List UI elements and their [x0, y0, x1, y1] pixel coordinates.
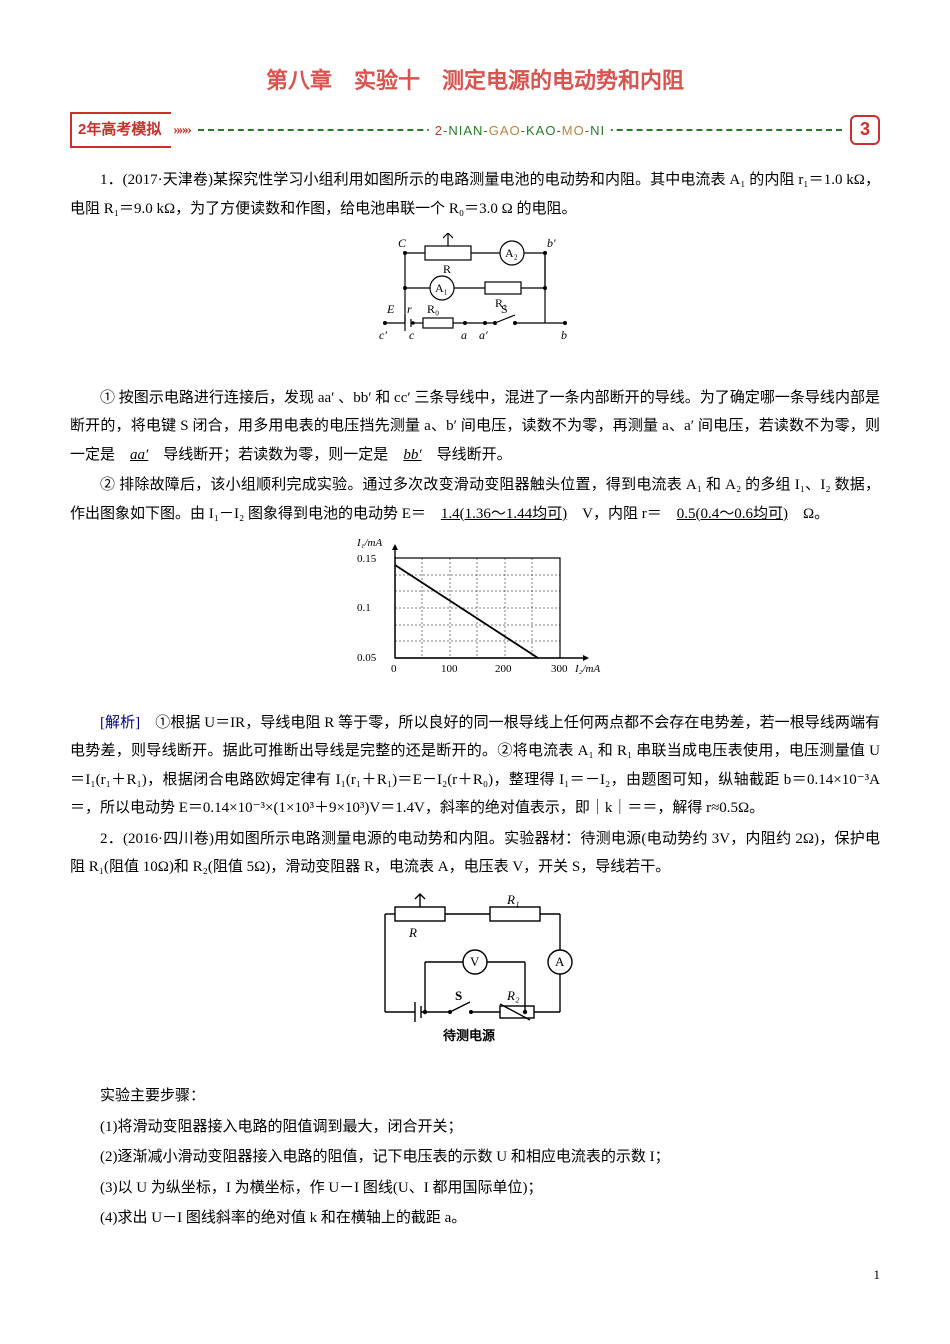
graph-figure: 0.15 0.1 0.05 0 100 200 300 I₁/mA I₂/mA	[70, 538, 880, 699]
circuit-diagram-1: C b′ R A₂ A₁ R₁ E r R₀ S c′ c a a′ b	[70, 233, 880, 374]
svg-text:300: 300	[551, 663, 568, 675]
q2-step-1: (1)将滑动变阻器接入电路的阻值调到最大，闭合开关；	[70, 1113, 880, 1142]
svg-text:I₁/mA: I₁/mA	[356, 538, 382, 549]
svg-text:R₀: R₀	[427, 302, 439, 316]
svg-text:a: a	[461, 328, 467, 342]
svg-text:c: c	[409, 328, 415, 342]
svg-text:S: S	[455, 988, 462, 1003]
q2-step-4: (4)求出 U－I 图线斜率的绝对值 k 和在横轴上的截距 a。	[70, 1204, 880, 1233]
page-number: 1	[70, 1263, 880, 1288]
svg-text:R: R	[408, 925, 417, 940]
svg-text:V: V	[470, 954, 480, 969]
q2-steps-label: 实验主要步骤：	[70, 1082, 880, 1111]
svg-text:0.05: 0.05	[357, 652, 377, 664]
banner-number-badge: 3	[850, 115, 880, 145]
answer-blank-1: aa′	[130, 447, 148, 463]
svg-text:A₁: A₁	[435, 281, 448, 295]
svg-text:0.1: 0.1	[357, 602, 371, 614]
q1-part1: ① 按图示电路进行连接后，发现 aa′ 、bb′ 和 cc′ 三条导线中，混进了…	[70, 384, 880, 470]
q2-step-2: (2)逐渐减小滑动变阻器接入电路的阻值，记下电压表的示数 U 和相应电流表的示数…	[70, 1143, 880, 1172]
solution-label: [解析]	[100, 715, 140, 731]
svg-text:C: C	[398, 236, 407, 250]
svg-text:R₁: R₁	[506, 892, 519, 907]
q1-stem: 1．(2017·天津卷)某探究性学习小组利用如图所示的电路测量电池的电动势和内阻…	[70, 166, 880, 223]
svg-text:0: 0	[391, 663, 397, 675]
svg-text:c′: c′	[379, 328, 387, 342]
svg-text:待测电源: 待测电源	[442, 1028, 495, 1043]
svg-text:R: R	[443, 262, 451, 276]
q2-stem: 2．(2016·四川卷)用如图所示电路测量电源的电动势和内阻。实验器材：待测电源…	[70, 825, 880, 882]
svg-text:b′: b′	[547, 236, 556, 250]
banner-left-label: 2年高考模拟	[70, 112, 171, 149]
svg-text:100: 100	[441, 663, 458, 675]
svg-text:A₂: A₂	[505, 246, 518, 260]
svg-text:S: S	[501, 302, 508, 316]
svg-text:r: r	[407, 302, 412, 316]
chapter-title: 第八章 实验十 测定电源的电动势和内阻	[70, 60, 880, 102]
svg-text:R₂: R₂	[506, 988, 520, 1003]
svg-text:A: A	[555, 954, 565, 969]
circuit-diagram-2: R R₁ A V S R₂ 待测电源	[70, 892, 880, 1073]
svg-text:b: b	[561, 328, 567, 342]
svg-text:0.15: 0.15	[357, 553, 377, 565]
answer-blank-3: 1.4(1.36～1.44均可)	[441, 506, 567, 522]
q1-solution: [解析] ①根据 U＝IR，导线电阻 R 等于零，所以良好的同一根导线上任何两点…	[70, 709, 880, 823]
svg-text:a′: a′	[479, 328, 488, 342]
answer-blank-2: bb′	[403, 447, 421, 463]
q1-part2: ② 排除故障后，该小组顺利完成实验。通过多次改变滑动变阻器触头位置，得到电流表 …	[70, 471, 880, 528]
banner-pinyin: 2-NIAN-GAO-KAO-MO-NI	[429, 119, 611, 144]
banner-line: 2-NIAN-GAO-KAO-MO-NI	[198, 129, 842, 131]
svg-text:200: 200	[495, 663, 512, 675]
answer-blank-4: 0.5(0.4～0.6均可)	[677, 506, 788, 522]
q2-step-3: (3)以 U 为纵坐标，I 为横坐标，作 U－I 图线(U、I 都用国际单位)；	[70, 1174, 880, 1203]
section-banner: 2年高考模拟 »»» 2-NIAN-GAO-KAO-MO-NI 3	[70, 112, 880, 149]
svg-text:I₂/mA: I₂/mA	[574, 663, 600, 675]
banner-arrows-icon: »»»	[173, 116, 190, 145]
svg-text:E: E	[386, 302, 395, 316]
